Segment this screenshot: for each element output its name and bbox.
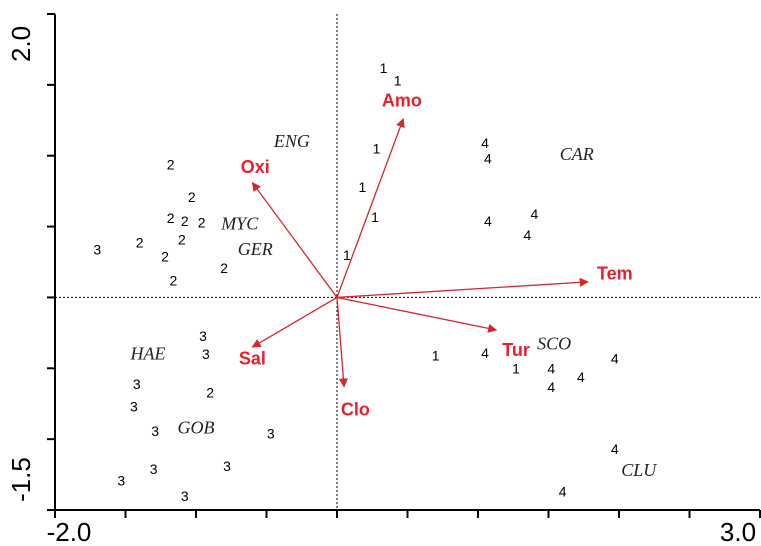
sample-point-group-1: 1 — [373, 141, 381, 157]
species-label-clu: CLU — [621, 460, 657, 480]
vector-label-oxi: Oxi — [241, 157, 270, 177]
sample-point-group-3: 3 — [202, 346, 210, 362]
vector-label-amo: Amo — [382, 91, 422, 111]
sample-point-group-4: 4 — [577, 369, 585, 385]
sample-point-group-4: 4 — [484, 151, 492, 167]
vector-label-tem: Tem — [597, 264, 633, 284]
sample-point-group-1: 1 — [380, 60, 388, 76]
y-axis-ticks — [47, 13, 55, 511]
sample-point-group-3: 3 — [267, 426, 275, 442]
sample-point-group-3: 3 — [151, 423, 159, 439]
species-label-sco: SCO — [537, 334, 571, 354]
sample-point-group-1: 1 — [512, 360, 520, 376]
sample-point-group-1: 1 — [343, 247, 351, 263]
sample-point-group-2: 2 — [178, 231, 186, 247]
sample-point-group-1: 1 — [371, 209, 379, 225]
vector-label-sal: Sal — [239, 349, 266, 369]
sample-point-group-1: 1 — [432, 348, 440, 364]
vector-tur — [336, 296, 498, 333]
x-axis-ticks — [54, 510, 761, 518]
sample-point-group-4: 4 — [611, 441, 619, 457]
sample-point-group-4: 4 — [481, 345, 489, 361]
sample-point-group-4: 4 — [484, 213, 492, 229]
sample-point-group-2: 2 — [181, 213, 189, 229]
sample-point-group-4: 4 — [559, 484, 567, 500]
vector-tem — [336, 277, 589, 299]
species-label-myc: MYC — [220, 213, 259, 233]
x-tick-label-right: 3.0 — [720, 517, 756, 546]
sample-point-group-4: 4 — [611, 350, 619, 366]
vector-sal — [251, 296, 338, 348]
sample-point-group-2: 2 — [198, 214, 206, 230]
sample-point-group-3: 3 — [93, 241, 101, 257]
vector-clo — [336, 297, 348, 388]
species-label-eng: ENG — [273, 131, 310, 151]
species-label-hae: HAE — [130, 344, 166, 364]
sample-point-group-2: 2 — [167, 156, 175, 172]
sample-point-group-3: 3 — [150, 461, 158, 477]
sample-point-group-3: 3 — [133, 376, 141, 392]
y-tick-label-top: 2.0 — [6, 26, 36, 62]
sample-point-group-3: 3 — [223, 458, 231, 474]
sample-point-group-4: 4 — [481, 135, 489, 151]
sample-point-group-3: 3 — [130, 399, 138, 415]
vector-oxi — [251, 181, 338, 298]
sample-point-group-3: 3 — [117, 472, 125, 488]
x-tick-label-left: -2.0 — [47, 517, 92, 546]
sample-point-group-2: 2 — [136, 234, 144, 250]
sample-point-group-2: 2 — [167, 210, 175, 226]
sample-point-group-4: 4 — [547, 360, 555, 376]
environmental-vector-labels: Amo Oxi Tem Sal Tur Clo — [239, 91, 633, 420]
vector-label-tur: Tur — [502, 340, 530, 360]
sample-point-group-4: 4 — [547, 379, 555, 395]
environmental-vectors — [251, 118, 589, 388]
sample-point-group-2: 2 — [188, 189, 196, 205]
sample-point-group-4: 4 — [523, 227, 531, 243]
species-label-gob: GOB — [178, 417, 215, 437]
sample-point-group-3: 3 — [181, 488, 189, 504]
sample-point-group-2: 2 — [220, 260, 228, 276]
sample-point-group-3: 3 — [199, 328, 207, 344]
sample-point-group-1: 1 — [358, 179, 366, 195]
sample-point-group-4: 4 — [531, 206, 539, 222]
sample-point-group-2: 2 — [161, 248, 169, 264]
y-tick-label-bottom: -1.5 — [6, 457, 36, 502]
sample-point-group-2: 2 — [206, 384, 214, 400]
sample-point-group-1: 1 — [394, 73, 402, 89]
vector-label-clo: Clo — [341, 400, 370, 420]
sample-point-group-2: 2 — [170, 273, 178, 289]
vector-amo — [336, 118, 405, 298]
species-label-car: CAR — [560, 144, 594, 164]
species-label-ger: GER — [238, 239, 273, 259]
species-labels: ENG CAR MYC GER HAE SCO GOB CLU — [130, 131, 658, 480]
